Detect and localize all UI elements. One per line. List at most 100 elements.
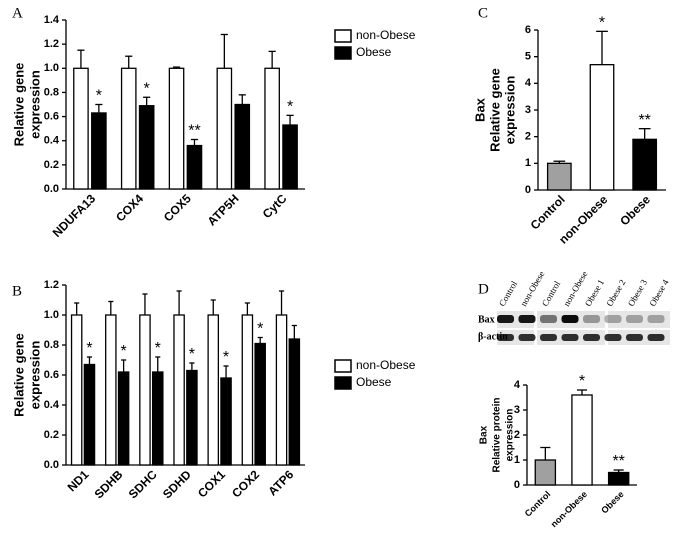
y-tick-label: 1.0 (44, 309, 59, 321)
y-tick-label: 0 (514, 479, 520, 491)
bar (73, 67, 89, 190)
blot-band (626, 315, 643, 323)
bar (234, 103, 251, 190)
bar (91, 112, 107, 190)
y-tick-label: 3 (514, 404, 520, 416)
significance-label: * (223, 349, 229, 366)
significance-label: * (599, 15, 605, 32)
blot-band (497, 315, 514, 323)
bar (173, 314, 185, 466)
blot-band (518, 315, 536, 323)
significance-label: * (144, 80, 150, 97)
y-tick-label: 1.0 (44, 62, 59, 74)
y-tick-label: 1 (514, 454, 520, 466)
bar (632, 138, 658, 191)
bar (70, 314, 83, 466)
y-tick-label: 3 (525, 104, 531, 116)
y-tick-label: 0.2 (44, 159, 59, 171)
y-tick-label: 1.2 (44, 279, 59, 291)
bar (207, 314, 220, 466)
y-axis-label: Bax (479, 425, 490, 444)
significance-label: * (155, 340, 161, 357)
bar (607, 471, 630, 486)
significance-label: * (189, 346, 195, 363)
bar (216, 67, 233, 190)
y-tick-label: 6 (525, 24, 531, 36)
legend-label: Obese (356, 45, 392, 59)
panel-letter: A (12, 5, 23, 21)
blot-band (540, 334, 557, 341)
bar (241, 314, 254, 466)
significance-label: * (287, 99, 293, 116)
blot-band (647, 315, 665, 323)
bar (275, 314, 288, 466)
legend-swatch (334, 46, 352, 60)
bar (186, 144, 203, 190)
blot-band (626, 334, 643, 341)
panel-letter: C (478, 5, 488, 21)
bar (282, 124, 298, 190)
bar (534, 459, 557, 486)
bar (168, 67, 185, 190)
y-axis-label: expression (27, 341, 42, 410)
bar (117, 371, 130, 466)
significance-label: * (579, 373, 585, 390)
y-tick-label: 1 (525, 157, 531, 169)
bar (264, 67, 280, 190)
y-tick-label: 1.4 (44, 14, 60, 26)
bar (139, 314, 151, 466)
blot-band (497, 334, 514, 341)
y-axis-label: Relative gene (11, 63, 26, 147)
bar (546, 162, 572, 191)
blot-strip (497, 330, 534, 345)
legend-label: non-Obese (356, 28, 416, 42)
y-tick-label: 0.2 (44, 429, 59, 441)
y-tick-label: 0.4 (44, 135, 60, 147)
y-axis-label: expression (505, 409, 516, 462)
blot-band (561, 315, 579, 323)
y-tick-label: 2 (514, 429, 520, 441)
legend-swatch (334, 359, 352, 373)
legend-label: non-Obese (356, 358, 416, 372)
significance-label: ** (188, 123, 200, 140)
y-tick-label: 0.8 (44, 339, 59, 351)
blot-band (540, 315, 557, 323)
bar (120, 67, 137, 190)
y-tick-label: 0.0 (44, 183, 59, 195)
y-tick-label: 0.0 (44, 459, 59, 471)
bar (288, 338, 301, 466)
y-tick-label: 0.6 (44, 369, 59, 381)
row-label: Bax (478, 314, 495, 325)
blot-band (604, 334, 622, 341)
significance-label: ** (612, 453, 624, 470)
y-axis-label: expression (27, 70, 42, 139)
blot-band (561, 334, 579, 341)
bar (151, 371, 164, 466)
y-axis-label: Relative protein (492, 397, 503, 472)
legend-label: Obese (356, 375, 392, 389)
bar (186, 369, 198, 466)
blot-strip (608, 311, 670, 328)
blot-band (583, 334, 600, 341)
blot-band (604, 315, 622, 323)
blot-band (518, 334, 536, 341)
bar (220, 377, 232, 466)
row-label: β-actin (478, 331, 508, 342)
blot-band (583, 315, 600, 323)
y-tick-label: 4 (514, 379, 521, 391)
y-tick-label: 0.4 (44, 399, 60, 411)
significance-label: * (120, 343, 126, 360)
y-tick-label: 0.6 (44, 110, 59, 122)
bar (571, 394, 593, 486)
significance-label: * (86, 340, 92, 357)
bar (254, 342, 266, 466)
legend-swatch (334, 29, 352, 43)
legend-swatch (334, 376, 352, 390)
significance-label: ** (638, 112, 650, 129)
significance-label: * (96, 88, 102, 105)
significance-label: * (257, 321, 263, 338)
y-tick-label: 5 (525, 51, 531, 63)
y-axis-label: Bax (472, 97, 487, 122)
y-axis-label: expression (502, 76, 517, 145)
